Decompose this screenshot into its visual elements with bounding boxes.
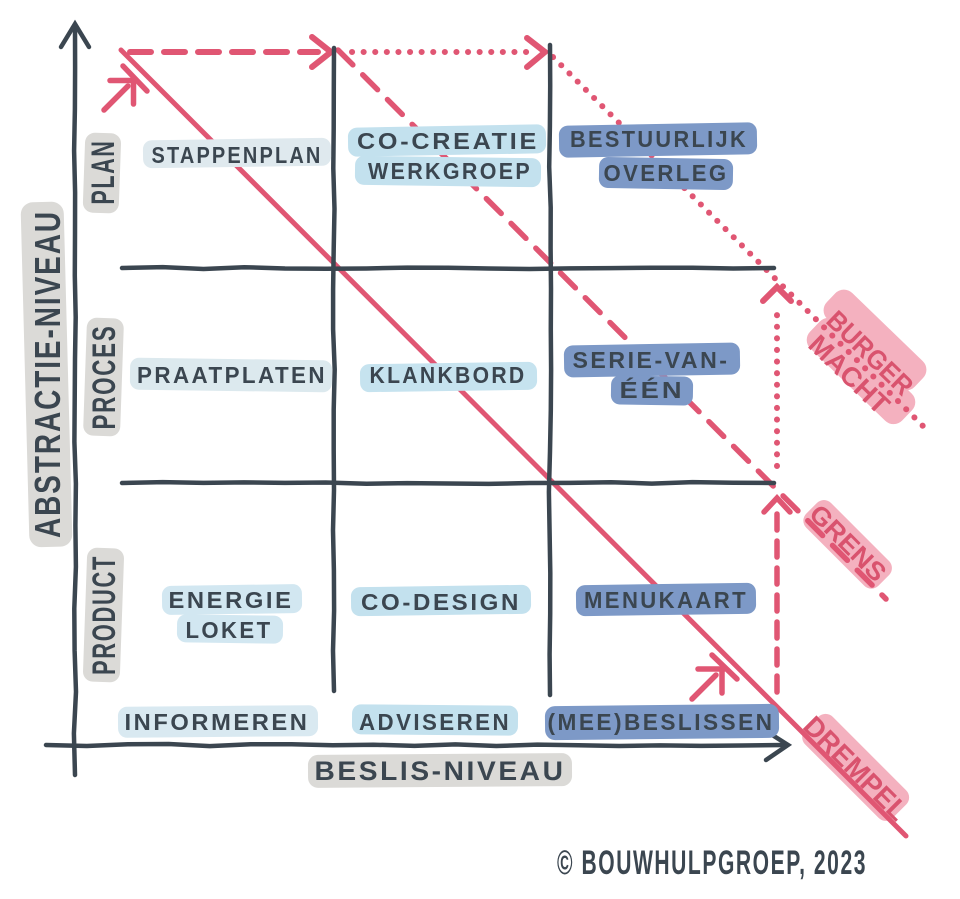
svg-text:(MEE)BESLISSEN: (MEE)BESLISSEN xyxy=(548,709,775,735)
svg-text:ÉÉN: ÉÉN xyxy=(620,376,685,403)
svg-text:CO-CREATIE: CO-CREATIE xyxy=(357,128,539,154)
svg-text:OVERLEG: OVERLEG xyxy=(604,160,729,186)
svg-text:SERIE-VAN-: SERIE-VAN- xyxy=(573,347,730,373)
svg-text:MENUKAART: MENUKAART xyxy=(584,587,748,613)
svg-text:PRODUCT: PRODUCT xyxy=(86,555,122,675)
svg-text:PRAATPLATEN: PRAATPLATEN xyxy=(137,362,327,388)
svg-text:BESTUURLIJK: BESTUURLIJK xyxy=(570,126,748,152)
svg-text:INFORMEREN: INFORMEREN xyxy=(125,709,310,735)
svg-text:ABSTRACTIE-NIVEAU: ABSTRACTIE-NIVEAU xyxy=(27,210,68,538)
svg-text:LOKET: LOKET xyxy=(186,617,273,643)
svg-text:BESLIS-NIVEAU: BESLIS-NIVEAU xyxy=(315,756,566,786)
svg-text:PLAN: PLAN xyxy=(85,140,121,205)
svg-text:ENERGIE: ENERGIE xyxy=(169,587,294,613)
svg-text:STAPPENPLAN: STAPPENPLAN xyxy=(152,142,323,168)
svg-text:PROCES: PROCES xyxy=(86,325,122,430)
svg-text:KLANKBORD: KLANKBORD xyxy=(370,362,527,388)
svg-text:WERKGROEP: WERKGROEP xyxy=(368,158,532,184)
svg-text:© BOUWHULPGROEP, 2023: © BOUWHULPGROEP, 2023 xyxy=(557,844,867,882)
svg-text:ADVISEREN: ADVISEREN xyxy=(359,709,511,735)
svg-text:CO-DESIGN: CO-DESIGN xyxy=(361,589,521,615)
